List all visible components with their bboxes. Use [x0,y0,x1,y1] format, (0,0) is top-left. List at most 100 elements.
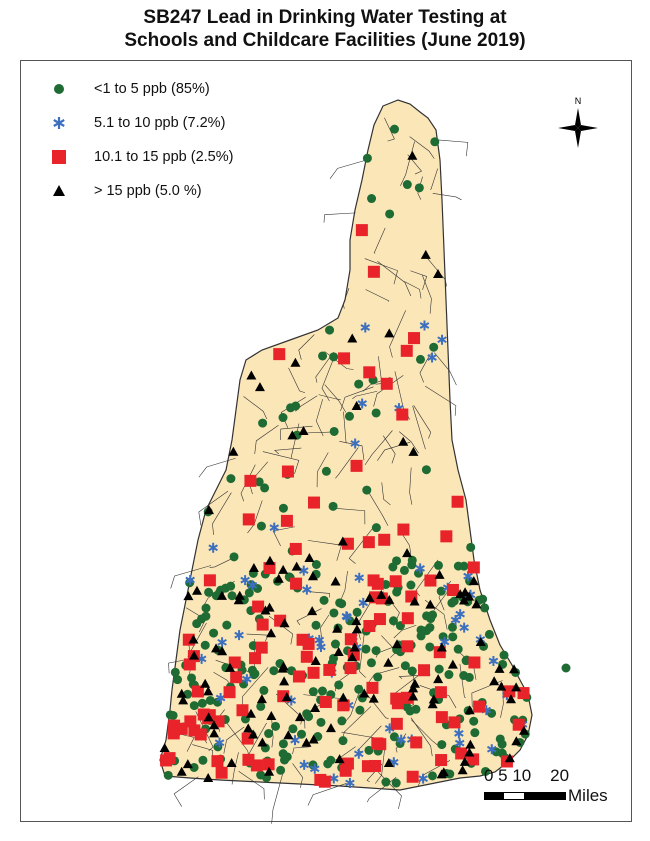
marker-high [266,628,277,638]
marker-low [436,586,446,596]
marker-low [259,685,269,695]
marker-low [355,705,365,715]
marker-high [233,595,244,605]
marker-elevated [366,681,379,694]
marker-low [222,620,232,630]
marker-high [409,678,420,688]
marker-elevated [242,753,255,766]
marker-high [457,765,468,775]
marker-elevated [350,459,363,472]
marker-high [211,643,222,653]
town-boundary [272,526,295,547]
town-boundary [231,752,239,785]
marker-elevated [400,344,413,357]
marker-high [287,430,298,440]
marker-high [279,676,290,686]
marker-low [385,209,395,219]
marker-moderate [350,438,360,449]
town-boundary [209,557,233,568]
marker-high [447,659,458,669]
marker-elevated [263,562,276,575]
marker-high [304,553,315,563]
town-boundary [254,425,279,454]
marker-elevated [355,224,368,237]
marker-low [426,614,436,624]
town-boundary [342,288,350,309]
marker-high [310,655,321,665]
marker-high [468,576,479,586]
marker-high [392,639,403,649]
marker-elevated [369,759,382,772]
marker-high [494,663,505,673]
marker-high [489,676,500,686]
marker-elevated [390,717,403,730]
marker-low [226,474,236,484]
marker-low [453,644,463,654]
marker-high [425,599,436,609]
marker-high [203,686,214,696]
marker-low [244,588,254,598]
marker-high [246,370,257,380]
marker-high [464,705,475,715]
marker-high [208,720,219,730]
town-boundary [223,726,245,754]
marker-low [227,591,237,601]
marker-high [408,683,419,693]
marker-moderate [214,737,225,748]
marker-low [416,625,426,635]
marker-high [408,446,419,456]
legend-item-low: <1 to 5 ppb (85%) [52,72,233,106]
marker-elevated [401,612,414,625]
marker-elevated [363,366,376,379]
marker-high [398,436,409,446]
marker-high [216,590,227,600]
marker-high [248,562,259,572]
marker-low [478,594,488,604]
marker-low [480,766,490,776]
marker-low [311,559,321,569]
marker-low [371,523,381,533]
marker-elevated [273,348,286,361]
marker-moderate [299,759,309,770]
marker-elevated [396,408,409,421]
marker-high [278,661,289,671]
marker-low [256,770,266,780]
marker-elevated [448,716,461,729]
marker-elevated [292,670,305,683]
marker-elevated [408,332,421,345]
marker-low [402,180,412,190]
marker-low [381,777,391,787]
marker-low [464,672,474,682]
marker-elevated [435,711,448,724]
marker-low [415,354,425,364]
town-boundary [298,334,315,360]
marker-moderate [437,334,447,345]
marker-elevated [211,755,224,768]
marker-moderate [314,634,325,645]
town-boundary [398,431,419,454]
marker-high [465,739,476,749]
marker-low [256,521,266,531]
town-boundary [309,591,330,598]
marker-high [191,585,202,595]
marker-elevated [307,496,320,509]
marker-low [323,759,333,769]
marker-low [388,616,398,626]
marker-elevated [307,666,320,679]
marker-moderate [240,575,250,586]
marker-elevated [451,495,464,508]
scale-bar: 0 5 10 20 Miles [484,766,608,806]
town-boundary [173,776,199,807]
legend-label: 5.1 to 10 ppb (7.2%) [94,115,226,131]
marker-moderate [345,777,355,788]
marker-low [165,710,175,720]
marker-low [258,418,268,428]
marker-high [347,333,358,343]
marker-low [499,650,509,660]
marker-moderate [316,642,326,653]
marker-elevated [410,736,423,749]
marker-moderate [450,614,461,625]
town-boundary [318,394,341,401]
marker-high [420,249,431,259]
